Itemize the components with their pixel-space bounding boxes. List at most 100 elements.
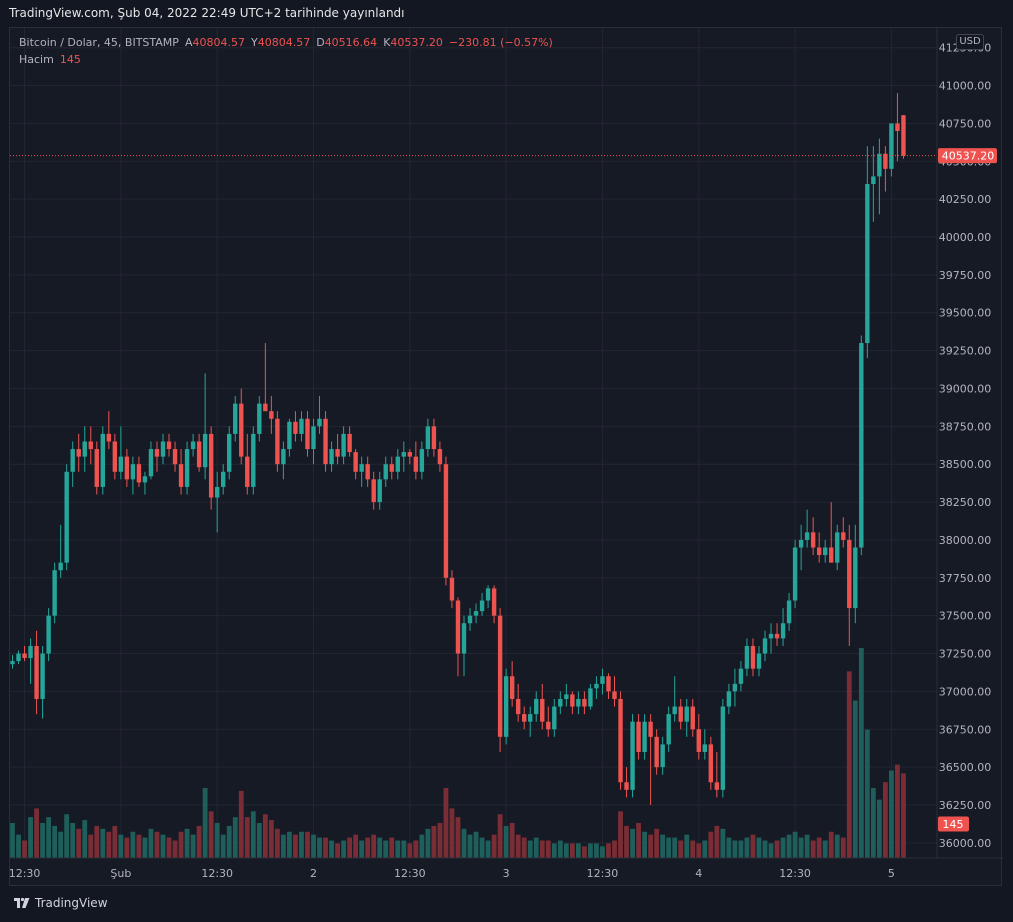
volume-bar xyxy=(262,814,268,858)
volume-bar xyxy=(810,840,816,858)
volume-bar xyxy=(648,834,654,858)
chart-grid xyxy=(10,28,937,858)
volume-bar xyxy=(202,788,208,858)
volume-bar xyxy=(588,843,593,858)
candle-body xyxy=(762,638,768,654)
candle-body xyxy=(702,744,707,752)
candle-body xyxy=(624,782,629,790)
candle-body xyxy=(52,570,57,616)
candle-body xyxy=(443,464,449,578)
candle-body xyxy=(10,661,15,665)
candle-body xyxy=(166,441,172,450)
volume-bar xyxy=(34,808,39,858)
candle-body xyxy=(732,683,738,692)
volume-bar xyxy=(335,843,340,858)
candle-body xyxy=(461,623,467,654)
symbol-title[interactable]: Bitcoin / Dolar, 45, BITSTAMP xyxy=(19,36,179,49)
volume-value: 145 xyxy=(59,53,81,66)
volume-bar xyxy=(600,846,605,858)
volume-bar xyxy=(449,808,455,858)
volume-bar xyxy=(901,773,906,858)
candle-body xyxy=(299,418,304,434)
price-tick-label: 37750.00 xyxy=(939,572,992,585)
price-tick-label: 37000.00 xyxy=(939,685,992,698)
candle-body xyxy=(329,449,334,465)
candle-body xyxy=(816,547,822,556)
footer-brand[interactable]: TradingView xyxy=(14,896,108,910)
candle-body xyxy=(515,698,521,715)
chart-frame[interactable]: 36000.00 36250.00 36500.00 36750.00 37000.00… xyxy=(9,27,1003,887)
volume-bar xyxy=(10,823,15,858)
candle-body xyxy=(190,441,196,450)
candle-body xyxy=(407,452,413,457)
candle-body xyxy=(804,532,810,540)
volume-bar xyxy=(714,825,720,858)
volume-bar xyxy=(323,837,328,858)
volume-bar xyxy=(545,840,551,858)
candle-body xyxy=(341,433,346,457)
volume-bar xyxy=(226,825,232,858)
candle-body xyxy=(383,464,388,480)
volume-bar xyxy=(365,837,371,858)
volume-bar xyxy=(660,834,666,858)
volume-bar xyxy=(732,840,738,858)
candle-body xyxy=(564,694,569,699)
volume-bar xyxy=(870,788,876,858)
candle-body xyxy=(16,653,21,662)
candle-body xyxy=(257,403,262,434)
volume-bar xyxy=(184,828,190,858)
volume-bar xyxy=(220,834,226,858)
candle-body xyxy=(208,433,214,498)
price-tick-label: 40000.00 xyxy=(939,231,992,244)
volume-bar xyxy=(690,840,696,858)
candle-body xyxy=(160,441,166,457)
price-tick-label: 39500.00 xyxy=(939,307,992,320)
volume-bar xyxy=(702,840,708,858)
time-axis[interactable]: 12:30 Şub 12:30 2 12:30 3 12:30 4 12:30 5 xyxy=(10,867,895,880)
footer-brand-text: TradingView xyxy=(35,896,108,910)
candle-body xyxy=(528,714,533,722)
candle-body xyxy=(786,600,792,624)
time-tick-label: 12:30 xyxy=(779,867,811,880)
volume-bar xyxy=(232,817,238,858)
volume-bar xyxy=(383,840,389,858)
volume-bar xyxy=(883,782,888,858)
volume-bar xyxy=(539,840,545,858)
volume-bar xyxy=(527,840,533,858)
candle-body xyxy=(618,698,623,783)
volume-bar xyxy=(317,837,322,858)
candle-body xyxy=(792,547,798,601)
candle-body xyxy=(690,706,695,730)
currency-button[interactable]: USD xyxy=(956,34,984,50)
candle-body xyxy=(546,721,551,730)
price-tick-label: 39250.00 xyxy=(939,345,992,358)
candle-body xyxy=(726,691,732,707)
candle-body xyxy=(672,706,677,715)
candle-body xyxy=(666,714,671,745)
change-value: −230.81 (−0.57%) xyxy=(448,36,553,49)
volume-bar xyxy=(329,840,334,858)
candle-body xyxy=(467,615,473,624)
candle-body xyxy=(648,721,653,737)
volume-bar xyxy=(852,700,858,858)
candle-body xyxy=(64,471,69,563)
candle-body xyxy=(582,698,587,707)
candle-body xyxy=(684,706,689,722)
volume-bar xyxy=(413,840,419,858)
candle-body xyxy=(239,403,244,457)
volume-bar xyxy=(293,834,298,858)
volume-label[interactable]: Hacim xyxy=(19,53,54,66)
candle-body xyxy=(871,176,876,185)
candle-body xyxy=(612,691,617,699)
volume-bar xyxy=(696,843,702,858)
candle-body xyxy=(455,600,461,654)
volume-bar xyxy=(214,823,220,858)
volume-bar xyxy=(551,843,557,858)
candlestick-chart[interactable]: 36000.00 36250.00 36500.00 36750.00 37000.00… xyxy=(10,28,1003,887)
candle-body xyxy=(756,653,762,669)
price-tick-label: 37500.00 xyxy=(939,610,992,623)
price-tick-label: 39000.00 xyxy=(939,382,992,395)
candle-body xyxy=(522,714,527,722)
candle-body xyxy=(503,676,509,737)
last-price-tag-text: 40537.20 xyxy=(942,150,995,163)
